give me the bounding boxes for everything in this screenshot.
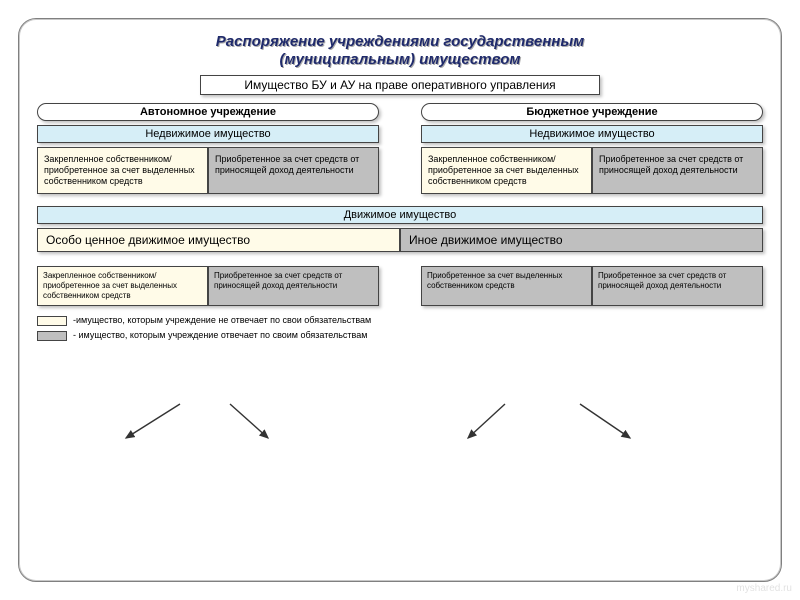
movable-pair: Особо ценное движимое имущество Иное дви… <box>37 228 763 252</box>
column-autonomous: Автономное учреждение Недвижимое имущест… <box>37 103 379 194</box>
autonomous-header: Автономное учреждение <box>37 103 379 121</box>
bottom-left-income: Приобретенное за счет средств от принося… <box>208 266 379 306</box>
legend-text-1: -имущество, которым учреждение не отвеча… <box>73 314 371 327</box>
bottom-left-pair: Закрепленное собственником/приобретенное… <box>37 266 379 306</box>
bottom-right-income: Приобретенное за счет средств от принося… <box>592 266 763 306</box>
title-line-1: Распоряжение учреждениями государственны… <box>216 33 584 50</box>
swatch-grey <box>37 331 67 341</box>
autonomous-subheader: Недвижимое имущество <box>37 125 379 143</box>
subtitle-box: Имущество БУ и АУ на праве оперативного … <box>200 75 600 95</box>
legend-row-1: -имущество, которым учреждение не отвеча… <box>37 314 763 327</box>
top-columns: Автономное учреждение Недвижимое имущест… <box>37 103 763 194</box>
budget-cell-income: Приобретенное за счет средств от принося… <box>592 147 763 194</box>
diagram-frame: Распоряжение учреждениями государственны… <box>18 18 782 582</box>
budget-cell-owner: Закрепленное собственником/приобретенное… <box>421 147 592 194</box>
bottom-right-owner: Приобретенное за счет выделенных собстве… <box>421 266 592 306</box>
movable-other: Иное движимое имущество <box>400 228 763 252</box>
bottom-row: Закрепленное собственником/приобретенное… <box>37 266 763 306</box>
column-budget: Бюджетное учреждение Недвижимое имуществ… <box>421 103 763 194</box>
watermark: myshared.ru <box>736 583 792 594</box>
swatch-cream <box>37 316 67 326</box>
legend-row-2: - имущество, которым учреждение отвечает… <box>37 329 763 342</box>
budget-subheader: Недвижимое имущество <box>421 125 763 143</box>
movable-header: Движимое имущество <box>37 206 763 224</box>
bottom-left-owner: Закрепленное собственником/приобретенное… <box>37 266 208 306</box>
legend: -имущество, которым учреждение не отвеча… <box>37 314 763 342</box>
subtitle-row: Имущество БУ и АУ на праве оперативного … <box>37 75 763 95</box>
autonomous-cell-owner: Закрепленное собственником/приобретенное… <box>37 147 208 194</box>
page-title: Распоряжение учреждениями государственны… <box>37 33 763 69</box>
movable-valuable: Особо ценное движимое имущество <box>37 228 400 252</box>
title-line-2: (муниципальным) имуществом <box>280 51 521 68</box>
budget-property-pair: Закрепленное собственником/приобретенное… <box>421 147 763 194</box>
autonomous-cell-income: Приобретенное за счет средств от принося… <box>208 147 379 194</box>
autonomous-property-pair: Закрепленное собственником/приобретенное… <box>37 147 379 194</box>
legend-text-2: - имущество, которым учреждение отвечает… <box>73 329 367 342</box>
budget-header: Бюджетное учреждение <box>421 103 763 121</box>
bottom-right-pair: Приобретенное за счет выделенных собстве… <box>421 266 763 306</box>
